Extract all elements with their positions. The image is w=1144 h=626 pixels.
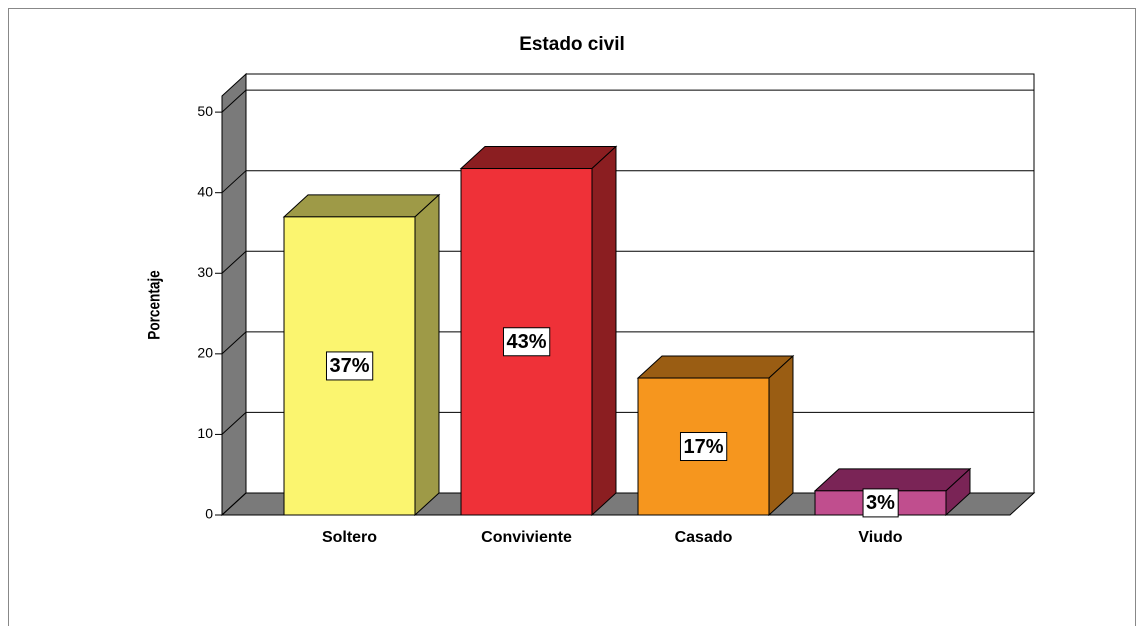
y-tick-label: 10: [197, 425, 213, 441]
wall-grid-line: [221, 331, 247, 355]
y-tick-label: 0: [205, 506, 213, 522]
data-label-box: [325, 351, 374, 381]
plot-area: 0 10 20 30 40 50 37% Soltero 43% Conviviente 17% Ca…: [197, 72, 1036, 546]
left-wall: [221, 72, 247, 517]
wall-grid-line: [221, 412, 247, 435]
bar: [637, 377, 770, 516]
y-tick-label: 40: [197, 183, 213, 199]
wall-grid-line: [221, 250, 247, 274]
data-label-box: [502, 327, 551, 357]
x-tick-label: Soltero: [322, 529, 377, 546]
wall-grid-line: [221, 89, 247, 113]
bar-top: [459, 146, 618, 170]
wall-grid-line: [221, 170, 247, 194]
data-label: 43%: [506, 331, 546, 353]
data-label: 17%: [683, 436, 723, 458]
x-tick-label: Conviviente: [481, 529, 572, 546]
y-tick-label: 30: [197, 264, 213, 280]
data-label: 3%: [866, 492, 895, 514]
chart-title: Estado civil: [519, 34, 625, 55]
data-label-box: [679, 432, 728, 462]
bar-top: [636, 355, 795, 379]
data-label: 37%: [329, 355, 369, 377]
x-tick-label: Casado: [675, 529, 733, 546]
bar-side: [414, 193, 440, 517]
x-tick-label: Viudo: [858, 529, 902, 546]
bar-top: [282, 194, 441, 218]
data-label-box: [862, 488, 899, 518]
bar-top: [813, 468, 972, 492]
y-tick-label: 50: [197, 103, 213, 119]
wall-grid-line: [221, 492, 247, 516]
bar-side: [768, 354, 794, 517]
bar-side: [591, 145, 617, 517]
y-axis-label: Porcentaje: [145, 270, 164, 340]
y-tick-label: 20: [197, 345, 213, 361]
